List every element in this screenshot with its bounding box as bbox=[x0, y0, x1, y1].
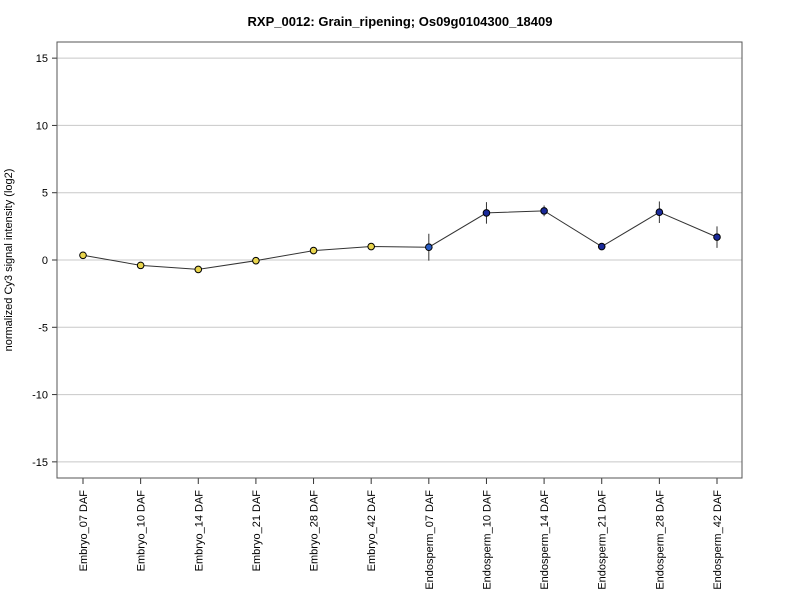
data-point bbox=[367, 242, 375, 251]
grid-lines bbox=[57, 57, 742, 463]
x-tick-label: Endosperm_42 DAF bbox=[712, 490, 724, 590]
x-tick-label: Endosperm_07 DAF bbox=[424, 490, 436, 590]
data-point bbox=[540, 207, 548, 215]
y-tick-label: -10 bbox=[32, 390, 48, 402]
series-line bbox=[82, 210, 718, 270]
x-axis: Embryo_07 DAF Embryo_10 DAF Embryo_14 DAF E… bbox=[78, 478, 724, 590]
data-point bbox=[194, 265, 203, 274]
y-axis: -15 -10 -5 0 5 10 15 bbox=[32, 53, 57, 469]
data-point bbox=[425, 243, 433, 252]
x-tick-label: Endosperm_21 DAF bbox=[597, 490, 609, 590]
data-point bbox=[136, 261, 145, 270]
x-tick-label: Embryo_14 DAF bbox=[193, 490, 205, 572]
data-point bbox=[482, 209, 491, 217]
data-point bbox=[597, 242, 606, 251]
y-tick-label: 15 bbox=[36, 53, 48, 65]
y-tick-label: 0 bbox=[42, 255, 48, 267]
x-tick-label: Endosperm_28 DAF bbox=[654, 490, 666, 590]
x-tick-label: Embryo_42 DAF bbox=[366, 490, 378, 572]
chart-title: RXP_0012: Grain_ripening; Os09g0104300_1… bbox=[248, 14, 553, 29]
data-point bbox=[309, 246, 318, 255]
x-tick-label: Endosperm_14 DAF bbox=[539, 490, 551, 590]
x-tick-label: Endosperm_10 DAF bbox=[481, 490, 493, 590]
x-tick-label: Embryo_28 DAF bbox=[309, 490, 321, 572]
x-tick-label: Embryo_10 DAF bbox=[136, 490, 148, 572]
y-tick-label: 10 bbox=[36, 120, 48, 132]
data-point bbox=[713, 233, 721, 241]
plot-frame bbox=[56, 41, 743, 479]
y-tick-label: 5 bbox=[42, 188, 48, 200]
x-tick-label: Embryo_21 DAF bbox=[251, 490, 263, 572]
y-tick-label: -5 bbox=[38, 322, 48, 334]
y-axis-label: normalized Cy3 signal intensity (log2) bbox=[3, 169, 15, 352]
data-point bbox=[79, 251, 87, 260]
x-tick-label: Embryo_07 DAF bbox=[78, 490, 90, 572]
y-tick-label: -15 bbox=[32, 457, 48, 469]
data-series bbox=[79, 201, 721, 274]
data-point bbox=[655, 208, 664, 217]
data-point bbox=[252, 256, 260, 265]
